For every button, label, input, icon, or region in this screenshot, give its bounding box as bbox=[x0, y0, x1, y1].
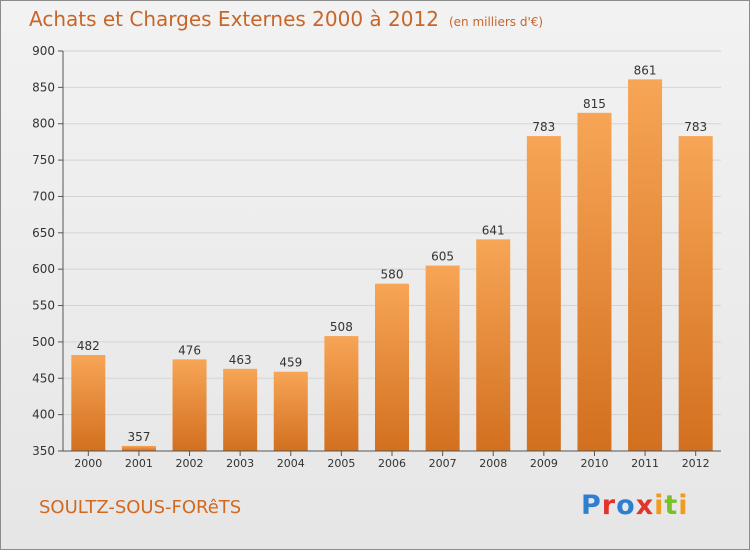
title-text: Achats et Charges Externes 2000 à 2012 bbox=[29, 7, 439, 31]
x-tick-label: 2001 bbox=[125, 457, 153, 470]
y-tick-label: 550 bbox=[32, 299, 55, 313]
bar-layer: 482 357 476 463 459 508 580 605 641 783 815 861 783 bbox=[71, 63, 713, 452]
bar bbox=[172, 359, 207, 451]
bar bbox=[71, 355, 106, 451]
bar bbox=[628, 79, 663, 451]
bar-value-label: 605 bbox=[431, 250, 454, 264]
x-tick-label: 2000 bbox=[74, 457, 102, 470]
x-tick-label: 2008 bbox=[479, 457, 507, 470]
bar-value-label: 476 bbox=[178, 343, 201, 357]
y-tick-label: 650 bbox=[32, 226, 55, 240]
bar bbox=[121, 445, 156, 451]
bar bbox=[425, 265, 460, 451]
unit-label: (en milliers d'€) bbox=[448, 15, 544, 29]
x-tick-label: 2010 bbox=[580, 457, 608, 470]
bar-value-label: 641 bbox=[482, 223, 505, 237]
bar-value-label: 357 bbox=[127, 430, 150, 444]
bar-value-label: 783 bbox=[532, 120, 555, 134]
y-tick-label: 500 bbox=[32, 335, 55, 349]
y-tick-label: 400 bbox=[32, 408, 55, 422]
axis-layer: 350 400 450 500 550 600 650 700 750 800 850 900 2000… bbox=[32, 44, 721, 470]
bar-value-label: 482 bbox=[77, 339, 100, 353]
bar bbox=[678, 136, 713, 451]
x-tick-label: 2007 bbox=[429, 457, 457, 470]
proxiti-logo: Proxiti bbox=[581, 490, 689, 521]
x-tick-label: 2004 bbox=[277, 457, 305, 470]
x-tick-label: 2005 bbox=[327, 457, 355, 470]
y-tick-label: 600 bbox=[32, 262, 55, 276]
chart-title: Achats et Charges Externes 2000 à 2012 (e… bbox=[29, 7, 543, 31]
x-tick-label: 2012 bbox=[682, 457, 710, 470]
y-tick-label: 700 bbox=[32, 189, 55, 203]
y-tick-label: 350 bbox=[32, 444, 55, 458]
x-tick-label: 2003 bbox=[226, 457, 254, 470]
bar bbox=[526, 136, 561, 451]
x-tick-label: 2006 bbox=[378, 457, 406, 470]
x-tick-label: 2009 bbox=[530, 457, 558, 470]
bar bbox=[577, 112, 612, 452]
city-name: SOULTZ-SOUS-FORêTS bbox=[39, 497, 242, 518]
bar-value-label: 459 bbox=[279, 356, 302, 370]
bar-value-label: 861 bbox=[634, 63, 657, 77]
y-tick-label: 750 bbox=[32, 153, 55, 167]
y-tick-label: 850 bbox=[32, 80, 55, 94]
bar bbox=[375, 283, 409, 451]
bar-value-label: 463 bbox=[229, 353, 252, 367]
bar-value-label: 508 bbox=[330, 320, 353, 334]
bar-value-label: 783 bbox=[684, 120, 707, 134]
x-tick-label: 2011 bbox=[631, 457, 659, 470]
x-tick-label: 2002 bbox=[176, 457, 204, 470]
y-tick-label: 900 bbox=[32, 44, 55, 58]
bar bbox=[273, 371, 308, 451]
bar bbox=[223, 368, 258, 451]
y-tick-label: 800 bbox=[32, 117, 55, 131]
bar bbox=[476, 239, 511, 451]
bar-value-label: 580 bbox=[381, 268, 404, 282]
bar-value-label: 815 bbox=[583, 97, 606, 111]
bar bbox=[324, 336, 359, 451]
y-tick-label: 450 bbox=[32, 371, 55, 385]
